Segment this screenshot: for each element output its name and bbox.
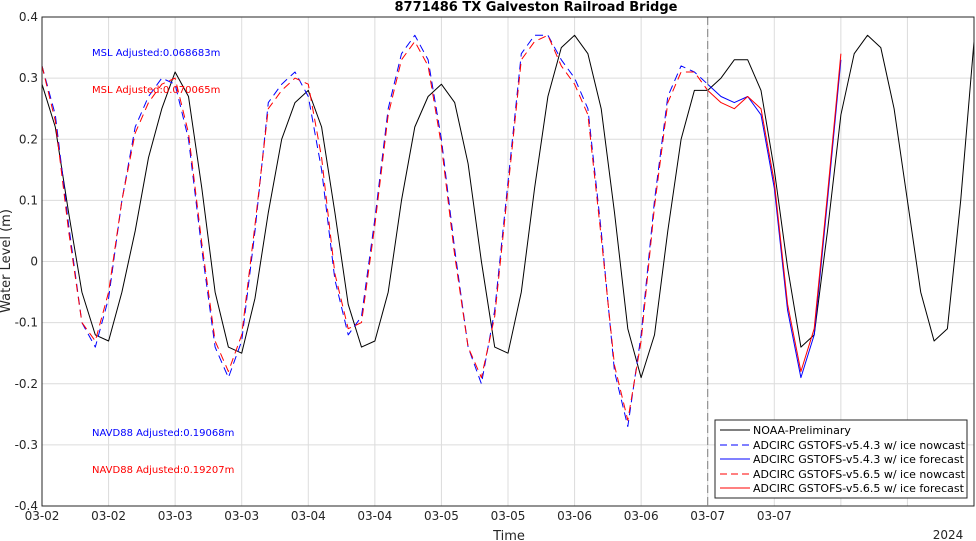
annotations: MSL Adjusted:0.068683m MSL Adjusted:0.07… <box>92 48 234 476</box>
series-v543-nowcast <box>41 34 709 427</box>
x-tick-label: 03-04 <box>357 509 392 523</box>
x-tick-label: 03-04 <box>291 509 326 523</box>
y-axis-label: Water Level (m) <box>0 209 14 313</box>
legend-label-v543-forecast: ADCIRC GSTOFS-v5.4.3 w/ ice forecast <box>753 453 965 466</box>
x-tick-label: 03-03 <box>224 509 259 523</box>
legend-label-v565-nowcast: ADCIRC GSTOFS-v5.6.5 w/ ice nowcast <box>753 468 966 481</box>
y-tick-label: 0 <box>30 255 38 269</box>
y-tick-label: 0.2 <box>19 132 38 146</box>
x-tick-label: 03-03 <box>158 509 193 523</box>
y-tick-label: -0.1 <box>15 316 38 330</box>
msl-adjusted-v543: MSL Adjusted:0.068683m <box>92 48 220 59</box>
x-tick-label: 03-02 <box>91 509 126 523</box>
x-tick-label: 03-05 <box>491 509 526 523</box>
x-axis-label: Time <box>492 529 525 541</box>
axes-box <box>41 16 975 507</box>
series-v543-forecast <box>707 59 842 379</box>
series-v565-forecast <box>707 53 842 372</box>
legend-label-noaa: NOAA-Preliminary <box>753 424 851 437</box>
series-noaa-preliminary <box>41 34 975 379</box>
y-tick-label: 0.3 <box>19 71 38 85</box>
y-tick-label: 0.1 <box>19 193 38 207</box>
x-tick-label: 03-07 <box>757 509 792 523</box>
y-tick-label: -0.2 <box>15 377 38 391</box>
navd88-adjusted-v543: NAVD88 Adjusted:0.19068m <box>92 428 234 439</box>
x-tick-label: 03-06 <box>557 509 592 523</box>
tick-layer: -0.4 -0.3 -0.2 -0.1 0 0.1 0.2 0.3 0.4 03-02 03-02 0… <box>15 10 792 523</box>
x-tick-label: 03-05 <box>424 509 459 523</box>
x-tick-label: 03-02 <box>25 509 60 523</box>
y-tick-label: -0.4 <box>15 499 38 513</box>
legend: NOAA-Preliminary ADCIRC GSTOFS-v5.4.3 w/… <box>714 419 968 499</box>
legend-label-v565-forecast: ADCIRC GSTOFS-v5.6.5 w/ ice forecast <box>753 482 965 495</box>
y-tick-label: 0.4 <box>19 10 38 24</box>
x-tick-label: 03-06 <box>624 509 659 523</box>
x-tick-label: 03-07 <box>690 509 725 523</box>
navd88-adjusted-v565: NAVD88 Adjusted:0.19207m <box>92 465 234 476</box>
series-v565-nowcast <box>41 34 709 421</box>
x-year-label: 2024 <box>933 528 964 541</box>
msl-adjusted-v565: MSL Adjusted:0.070065m <box>92 85 220 96</box>
chart-title: 8771486 TX Galveston Railroad Bridge <box>395 0 678 15</box>
legend-box <box>714 419 968 499</box>
y-tick-label: -0.3 <box>15 438 38 452</box>
legend-label-v543-nowcast: ADCIRC GSTOFS-v5.4.3 w/ ice nowcast <box>753 439 966 452</box>
series-layer <box>41 34 975 427</box>
